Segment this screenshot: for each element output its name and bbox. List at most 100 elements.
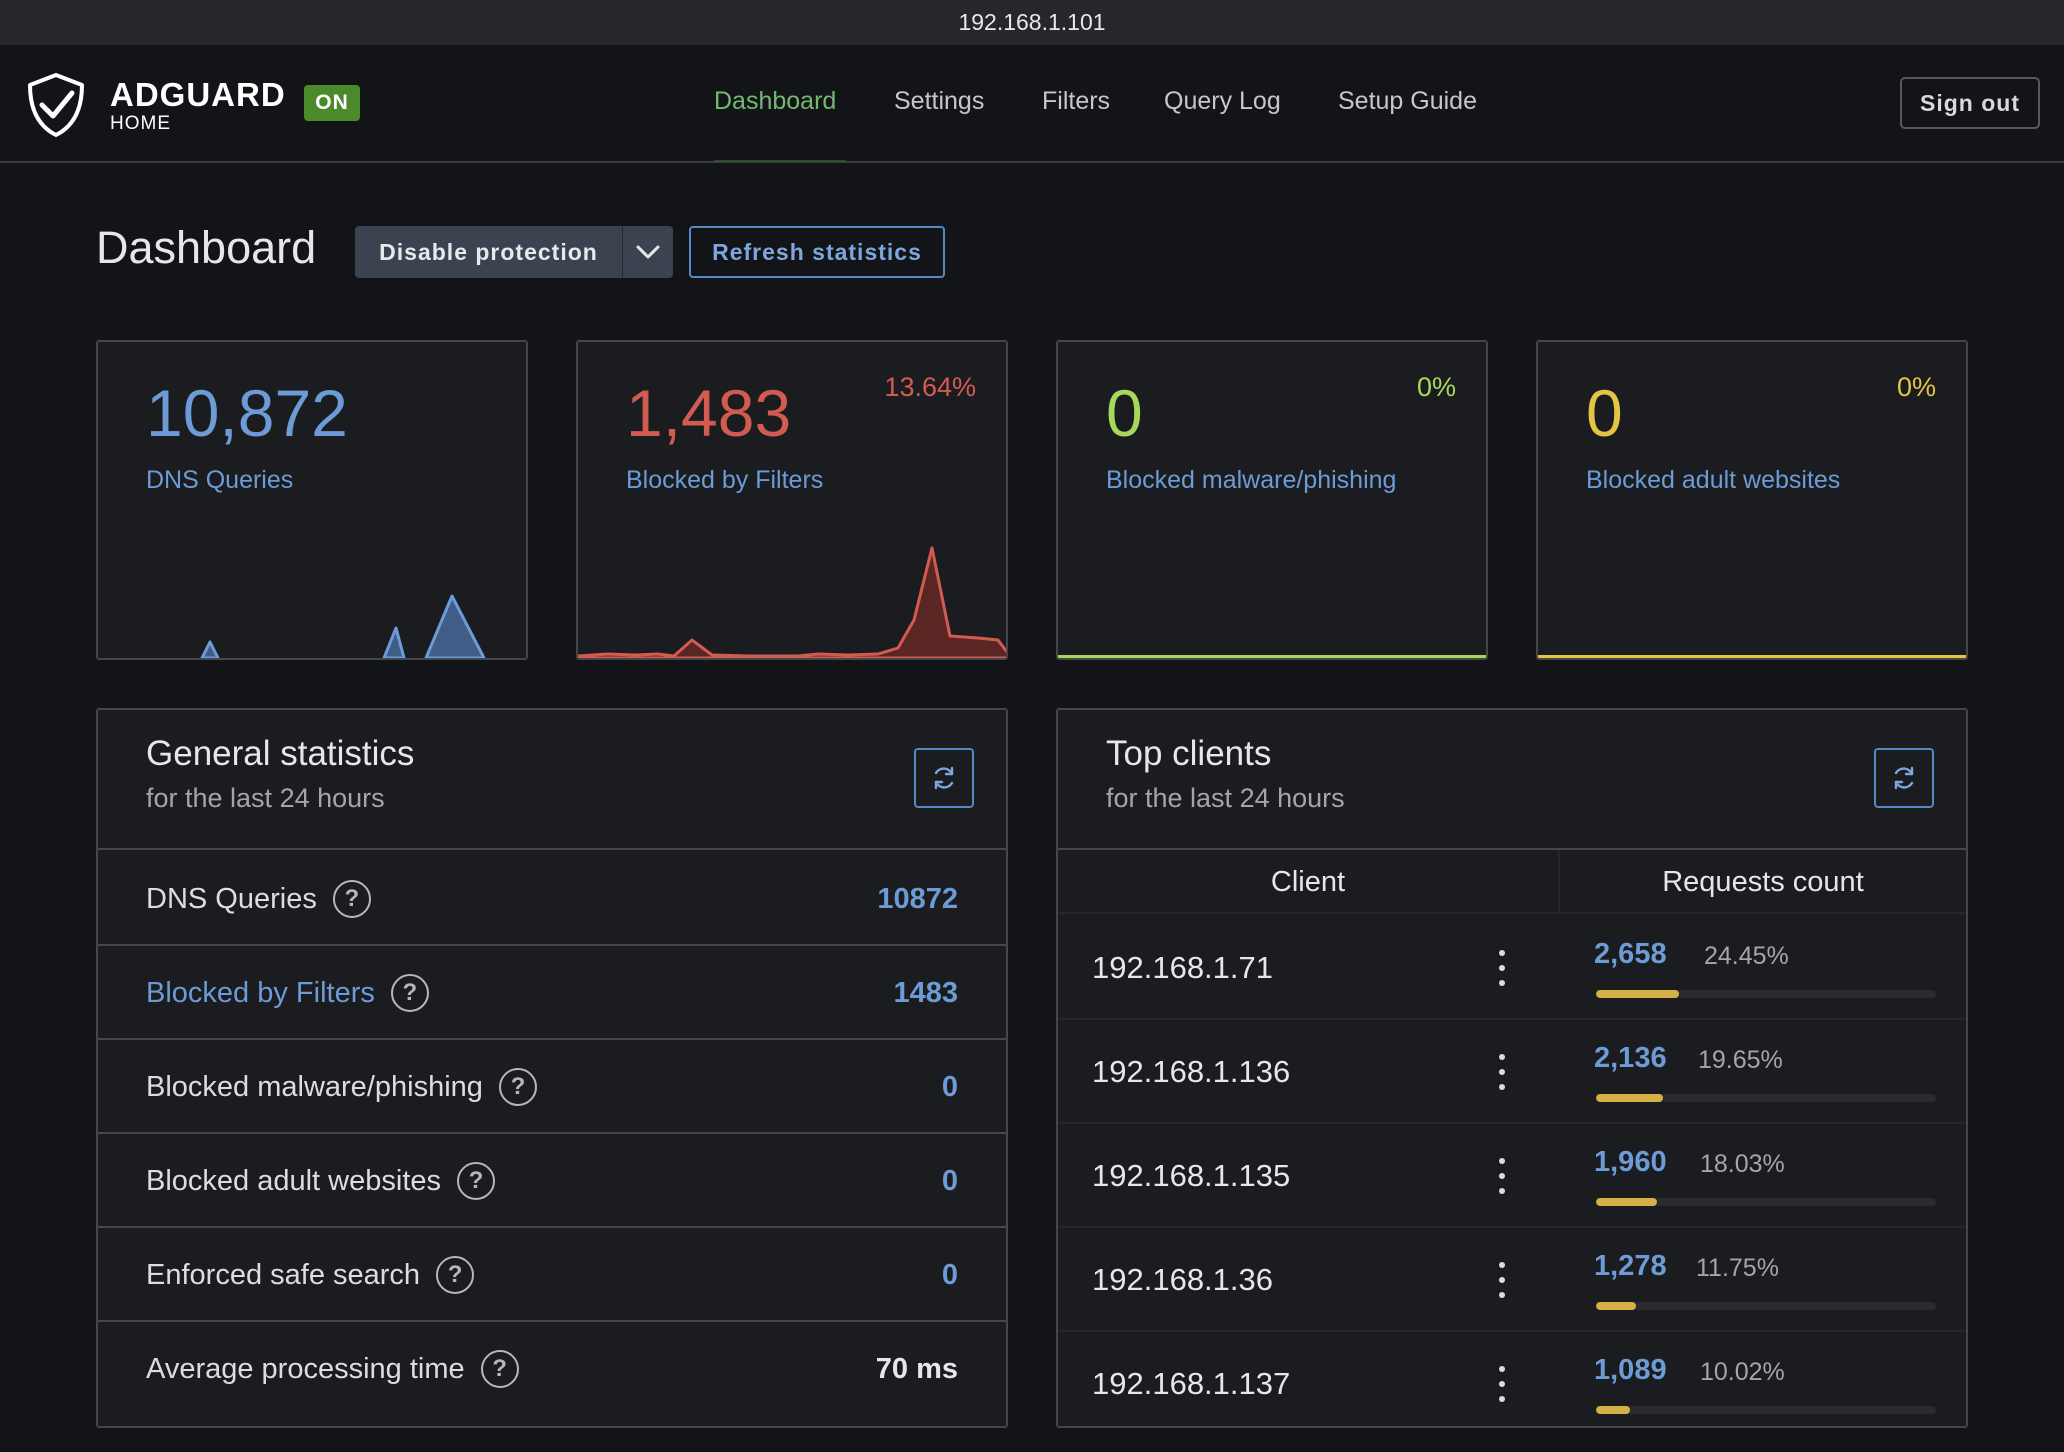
question-circle-icon[interactable]: ? — [436, 1256, 475, 1294]
disable-protection-label[interactable]: Disable protection — [355, 226, 623, 278]
card-label: Blocked adult websites — [1586, 466, 1841, 494]
chevron-down-icon[interactable] — [623, 226, 673, 278]
stat-row-avg-processing: Average processing time? 70 ms — [98, 1322, 1006, 1416]
request-count: 2,658 — [1594, 938, 1667, 970]
card-value: 1,483 — [626, 376, 792, 450]
stat-value: 0 — [941, 1164, 958, 1197]
stat-label-link[interactable]: Blocked by Filters — [146, 976, 375, 1009]
request-share-bar — [1596, 1094, 1936, 1102]
dns-queries-sparkline — [200, 594, 486, 658]
question-circle-icon[interactable]: ? — [457, 1162, 495, 1200]
stat-value: 70 ms — [875, 1352, 958, 1385]
question-circle-icon[interactable]: ? — [480, 1350, 519, 1388]
vertical-dots-icon[interactable] — [1490, 1050, 1514, 1094]
refresh-icon — [934, 766, 954, 790]
request-count: 2,136 — [1594, 1042, 1667, 1074]
vertical-dots-icon[interactable] — [1490, 1362, 1514, 1406]
nav-dashboard[interactable]: Dashboard — [714, 87, 837, 115]
client-ip[interactable]: 192.168.1.136 — [1092, 1054, 1291, 1089]
general-statistics-panel: General statistics for the last 24 hours… — [96, 708, 1008, 1428]
stat-value: 0 — [941, 1070, 958, 1103]
panel-header: Top clients for the last 24 hours — [1058, 710, 1966, 850]
panel-title: Top clients — [1106, 734, 1272, 773]
nav-settings[interactable]: Settings — [894, 87, 985, 115]
card-label: Blocked malware/phishing — [1106, 466, 1397, 494]
vertical-dots-icon[interactable] — [1490, 1258, 1514, 1302]
request-count: 1,089 — [1594, 1354, 1667, 1386]
sign-out-button[interactable]: Sign out — [1900, 77, 2040, 129]
nav-query-log[interactable]: Query Log — [1164, 87, 1281, 115]
client-ip[interactable]: 192.168.1.135 — [1092, 1158, 1291, 1193]
request-share-bar-fill — [1596, 1302, 1636, 1310]
request-share-bar-fill — [1596, 990, 1680, 998]
brand-name: ADGUARD — [110, 75, 286, 113]
client-ip[interactable]: 192.168.1.36 — [1092, 1262, 1274, 1297]
nav-filters[interactable]: Filters — [1042, 87, 1111, 115]
column-header-client[interactable]: Client — [1058, 850, 1560, 914]
table-row: 192.168.1.71 2,658 24.45% — [1058, 916, 1966, 1020]
request-share-bar-fill — [1596, 1406, 1631, 1414]
active-nav-indicator — [714, 160, 846, 163]
vertical-dots-icon[interactable] — [1490, 946, 1514, 990]
table-row: 192.168.1.36 1,278 11.75% — [1058, 1228, 1966, 1332]
question-circle-icon[interactable]: ? — [332, 880, 371, 918]
request-share-bar — [1596, 990, 1936, 998]
request-share-bar-fill — [1596, 1094, 1663, 1102]
card-dns-queries: 10,872 DNS Queries — [96, 340, 528, 660]
url-text: 192.168.1.101 — [958, 9, 1106, 35]
stat-label: Blocked adult websites — [146, 1164, 441, 1197]
card-percent: 13.64% — [884, 372, 976, 402]
card-blocked-adult: 0 0% Blocked adult websites — [1536, 340, 1968, 660]
stat-label: Enforced safe search — [146, 1258, 421, 1291]
refresh-statistics-button[interactable]: Refresh statistics — [689, 226, 945, 278]
question-circle-icon[interactable]: ? — [498, 1068, 537, 1106]
stat-row-blocked-malware: Blocked malware/phishing? 0 — [98, 1040, 1006, 1134]
client-ip[interactable]: 192.168.1.71 — [1092, 950, 1274, 985]
card-label: DNS Queries — [146, 466, 294, 494]
browser-address-bar[interactable]: 192.168.1.101 — [0, 0, 2064, 45]
stat-label: DNS Queries — [146, 882, 317, 915]
malware-sparkline — [1058, 655, 1486, 658]
panel-header: General statistics for the last 24 hours — [98, 710, 1006, 850]
table-row: 192.168.1.137 1,089 10.02% — [1058, 1332, 1966, 1426]
adguard-shield-icon — [28, 73, 84, 137]
card-value: 10,872 — [146, 376, 348, 450]
stat-value: 10872 — [877, 882, 958, 915]
card-percent: 0% — [1416, 372, 1456, 402]
refresh-general-stats-button[interactable] — [914, 748, 974, 808]
client-ip[interactable]: 192.168.1.137 — [1092, 1366, 1291, 1401]
card-label: Blocked by Filters — [626, 466, 824, 494]
stat-row-blocked-by-filters: Blocked by Filters? 1483 — [98, 946, 1006, 1040]
column-header-requests-count[interactable]: Requests count — [1662, 865, 1864, 898]
request-share-bar — [1596, 1198, 1936, 1206]
nav-setup-guide[interactable]: Setup Guide — [1338, 87, 1477, 115]
stat-row-dns-queries: DNS Queries? 10872 — [98, 852, 1006, 946]
vertical-dots-icon[interactable] — [1490, 1154, 1514, 1198]
question-circle-icon[interactable]: ? — [390, 974, 429, 1012]
panel-subtitle: for the last 24 hours — [146, 783, 385, 813]
blocked-filters-sparkline — [578, 546, 1006, 658]
stat-value: 1483 — [893, 976, 958, 1009]
panel-title: General statistics — [146, 734, 415, 773]
stat-label: Blocked malware/phishing — [146, 1070, 483, 1103]
request-percent: 10.02% — [1700, 1358, 1785, 1386]
brand-logo[interactable]: ADGUARD HOME — [22, 71, 286, 139]
stat-label: Average processing time — [146, 1352, 465, 1385]
request-share-bar — [1596, 1302, 1936, 1310]
adult-sparkline — [1538, 655, 1966, 658]
refresh-top-clients-button[interactable] — [1874, 748, 1934, 808]
top-clients-panel: Top clients for the last 24 hours Client… — [1056, 708, 1968, 1428]
request-percent: 11.75% — [1696, 1254, 1779, 1282]
app-header: ADGUARD HOME ON Dashboard Settings Filte… — [0, 45, 2064, 163]
card-percent: 0% — [1896, 372, 1936, 402]
table-header: Client Requests count — [1058, 850, 1966, 914]
disable-protection-button[interactable]: Disable protection — [355, 226, 673, 278]
stat-row-safe-search: Enforced safe search? 0 — [98, 1228, 1006, 1322]
panel-subtitle: for the last 24 hours — [1106, 783, 1345, 813]
stat-row-blocked-adult: Blocked adult websites? 0 — [98, 1134, 1006, 1228]
request-count: 1,278 — [1594, 1250, 1667, 1282]
stat-value: 0 — [941, 1258, 958, 1291]
card-value: 0 — [1586, 376, 1623, 450]
card-blocked-malware: 0 0% Blocked malware/phishing — [1056, 340, 1488, 660]
request-share-bar-fill — [1596, 1198, 1658, 1206]
